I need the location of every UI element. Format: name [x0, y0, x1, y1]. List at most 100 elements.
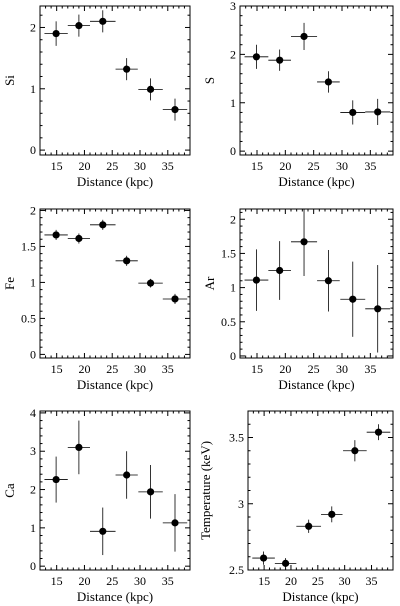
x-tick-label: 20: [78, 362, 90, 376]
x-tick-label: 15: [251, 362, 263, 376]
x-tick-label: 35: [162, 159, 174, 173]
data-point: [162, 98, 188, 121]
x-tick-label: 15: [251, 159, 263, 173]
point-marker: [171, 295, 179, 303]
point-marker: [324, 277, 332, 285]
data-point: [90, 219, 116, 230]
panel-3: 15 20 25 30 35 0 0.5 1 1.5 2 Distance (kpc) Fe: [2, 203, 191, 392]
x-axis-label: Distance (kpc): [278, 174, 354, 189]
y-axis-label: Ca: [2, 483, 17, 498]
data-point: [67, 420, 90, 475]
point-marker: [259, 554, 268, 562]
x-tick-label: 35: [366, 574, 378, 588]
x-tick-label: 35: [162, 574, 174, 588]
y-tick-label: 2: [30, 20, 36, 34]
data-point: [296, 519, 322, 533]
y-tick-label: 0.5: [21, 311, 36, 325]
x-tick-label: 25: [312, 574, 324, 588]
y-tick-label: 1: [230, 281, 236, 295]
x-tick-label: 25: [106, 159, 118, 173]
y-tick-label: 3: [30, 444, 36, 458]
point-marker: [171, 106, 179, 114]
data-point: [44, 21, 68, 46]
data-point: [291, 209, 318, 276]
point-marker: [374, 108, 382, 116]
point-marker: [349, 108, 357, 117]
x-tick-label: 20: [78, 159, 90, 173]
point-marker: [252, 276, 261, 284]
y-tick-label: 0: [30, 559, 36, 573]
point-marker: [146, 85, 155, 93]
y-tick-label: 0: [230, 349, 236, 363]
x-tick-label: 35: [364, 159, 376, 173]
plot-frame: [39, 208, 191, 359]
point-marker: [75, 443, 83, 451]
data-point: [365, 98, 391, 126]
point-marker: [123, 471, 131, 479]
point-marker: [300, 32, 308, 41]
data-point: [90, 507, 116, 556]
point-marker: [52, 29, 60, 38]
point-marker: [374, 305, 382, 313]
y-axis-label: Temperature (keV): [198, 441, 213, 540]
data-point: [67, 14, 90, 37]
data-point: [138, 465, 163, 519]
x-tick-label: 15: [51, 362, 63, 376]
point-marker: [146, 279, 155, 287]
data-point: [115, 451, 138, 499]
data-point: [44, 456, 68, 503]
data-point: [317, 250, 340, 312]
y-tick-label: 0: [30, 347, 36, 361]
x-axis-label: Distance (kpc): [278, 377, 354, 392]
y-tick-label: 2: [30, 483, 36, 497]
data-point: [268, 241, 291, 300]
y-tick-label: 2: [230, 47, 236, 61]
x-tick-label: 30: [336, 362, 348, 376]
x-tick-label: 35: [162, 362, 174, 376]
data-point: [366, 424, 391, 441]
x-tick-label: 20: [285, 574, 297, 588]
point-marker: [281, 559, 290, 567]
x-tick-label: 15: [51, 159, 63, 173]
point-marker: [52, 475, 60, 484]
x-tick-label: 30: [339, 574, 351, 588]
y-tick-label: 0: [230, 144, 236, 158]
x-tick-label: 30: [336, 159, 348, 173]
point-marker: [252, 53, 261, 61]
point-marker: [374, 428, 383, 436]
plot-frame: [39, 5, 191, 156]
data-point: [244, 249, 269, 311]
point-marker: [171, 519, 179, 527]
panel-1: 15 20 25 30 35 0 1 2 Distance (kpc) Si: [2, 5, 191, 189]
point-marker: [349, 295, 357, 303]
panel-6: 15 20 25 30 35 2.5 3 3.5 Distance (kpc) Temperatu…: [198, 410, 394, 604]
point-marker: [324, 78, 332, 86]
data-point: [90, 10, 116, 33]
y-tick-label: 2.5: [229, 563, 244, 577]
point-marker: [276, 266, 284, 275]
plot-frame: [39, 410, 191, 571]
y-tick-label: 3.5: [229, 431, 244, 445]
data-point: [274, 558, 297, 569]
data-point: [365, 265, 391, 353]
point-marker: [300, 238, 308, 246]
x-tick-label: 15: [258, 574, 270, 588]
x-tick-label: 15: [51, 574, 63, 588]
data-point: [268, 49, 291, 71]
data-point: [162, 494, 188, 552]
data-point: [138, 278, 163, 288]
x-tick-label: 20: [78, 574, 90, 588]
plot-frame: [239, 5, 394, 156]
x-tick-label: 25: [106, 362, 118, 376]
data-point: [291, 22, 318, 51]
x-tick-label: 20: [279, 362, 291, 376]
data-point: [343, 440, 367, 462]
point-marker: [99, 17, 107, 25]
point-marker: [123, 257, 131, 265]
panel-4: 15 20 25 30 35 0 0.5 1 1.5 2 Distance (kpc) Ar: [202, 208, 394, 392]
panel-5: 15 20 25 30 35 0 1 2 3 4 Distance (kpc) Ca: [2, 406, 191, 604]
point-marker: [75, 22, 83, 30]
point-marker: [146, 488, 155, 496]
y-tick-label: 1.5: [21, 239, 36, 253]
